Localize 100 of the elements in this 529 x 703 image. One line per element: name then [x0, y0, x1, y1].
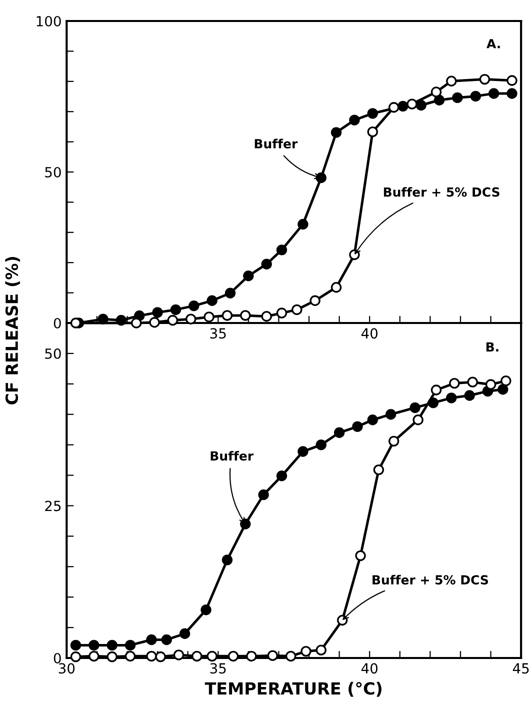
y-tick-label: 0 [54, 652, 61, 664]
point [349, 114, 360, 126]
point [406, 98, 418, 110]
point [334, 427, 345, 438]
point [200, 604, 212, 616]
point [240, 310, 251, 321]
point [170, 304, 182, 316]
annotation: Buffer + 5% DCS [384, 187, 500, 197]
point [298, 446, 308, 457]
point [206, 650, 218, 662]
point [161, 634, 172, 646]
point [155, 651, 166, 662]
point [261, 311, 272, 322]
point [388, 102, 400, 113]
point [130, 318, 142, 328]
point [88, 640, 100, 651]
point [246, 650, 257, 662]
point [222, 310, 233, 321]
x-axis-title: TEMPERATURE (°C) [204, 682, 382, 697]
point [70, 640, 82, 651]
point [124, 650, 136, 662]
point [285, 650, 296, 662]
annotation: Buffer [254, 138, 298, 148]
point [152, 307, 163, 318]
point [206, 295, 218, 306]
point [173, 650, 184, 660]
point [498, 384, 508, 395]
x-tick-label: 35 [210, 663, 226, 674]
point [298, 218, 308, 230]
point [410, 402, 420, 414]
point [300, 646, 312, 657]
point [330, 127, 342, 138]
point [367, 414, 378, 426]
y-tick-label: 50 [45, 166, 61, 178]
point [292, 304, 302, 316]
point [388, 436, 400, 447]
point [179, 628, 190, 639]
y-tick-label: 100 [36, 16, 61, 26]
point [228, 650, 239, 662]
y-tick-label: 0 [54, 318, 61, 328]
y-axis-title: CF RELEASE (%) [5, 257, 20, 404]
x-tick-label: 40 [361, 328, 378, 339]
point [385, 409, 396, 420]
point [373, 464, 384, 476]
point [261, 258, 272, 270]
point [222, 554, 233, 566]
annotation: Buffer + 5% DCS [372, 574, 488, 585]
y-tick-label: 50 [45, 348, 61, 359]
point [124, 640, 136, 651]
point [470, 90, 481, 102]
annotation: B. [486, 342, 498, 352]
point [146, 650, 157, 662]
annotation: Buffer [210, 450, 254, 461]
point [452, 92, 463, 104]
point [167, 314, 178, 326]
point [276, 308, 288, 318]
point [192, 650, 202, 662]
point [276, 470, 288, 482]
point [352, 421, 363, 432]
point [330, 282, 342, 293]
point [106, 640, 118, 651]
point [485, 379, 496, 390]
point [146, 634, 157, 646]
point [434, 94, 445, 106]
point [367, 126, 378, 138]
point [316, 439, 326, 450]
point [204, 312, 214, 322]
point [310, 295, 320, 306]
point [446, 392, 457, 404]
point [467, 376, 478, 388]
point [488, 88, 500, 99]
point [430, 86, 442, 98]
point [224, 288, 236, 298]
point [506, 88, 518, 99]
point [479, 74, 490, 85]
point [464, 390, 475, 401]
y-tick-label: 25 [45, 500, 61, 512]
point [430, 384, 442, 396]
point [258, 489, 269, 500]
annotation: A. [486, 39, 500, 48]
point [446, 76, 457, 86]
point [316, 644, 326, 656]
point [243, 270, 254, 282]
point [70, 651, 82, 662]
point [267, 650, 278, 661]
point [367, 108, 378, 119]
point [149, 317, 160, 328]
x-tick-label: 35 [210, 328, 226, 339]
x-tick-label: 45 [512, 663, 529, 674]
point [500, 376, 512, 386]
point [88, 650, 100, 662]
point [106, 651, 118, 662]
point [355, 550, 366, 562]
x-tick-label: 40 [361, 663, 378, 674]
point [188, 300, 200, 312]
point [449, 378, 460, 389]
point [412, 414, 424, 426]
point [276, 244, 288, 256]
point [506, 75, 518, 86]
x-tick-label: 30 [58, 663, 75, 674]
